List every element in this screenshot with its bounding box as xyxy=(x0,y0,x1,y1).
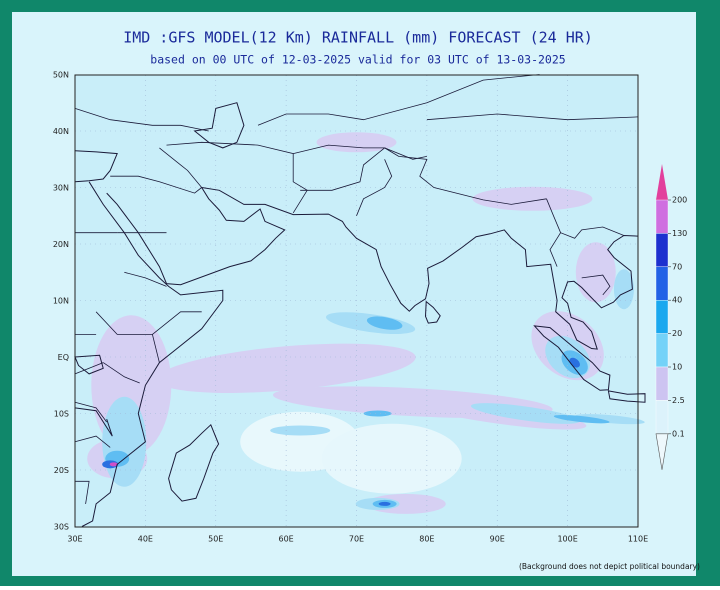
colorbar-label: 2.5 xyxy=(672,396,685,405)
boundary xyxy=(74,108,209,132)
rain-area xyxy=(321,423,462,494)
colorbar-segment xyxy=(655,266,669,301)
colorbar-label: 10 xyxy=(672,363,682,372)
longitude-label: 40E xyxy=(138,535,153,544)
footnote: (Background does not depict political bo… xyxy=(519,562,700,571)
map-border xyxy=(74,74,639,528)
coastline xyxy=(74,354,104,375)
map-area xyxy=(74,74,646,527)
boundary xyxy=(152,311,202,335)
boundary xyxy=(102,362,140,384)
latitude-label: 50N xyxy=(53,71,69,80)
boundary xyxy=(74,401,108,423)
latitude-label: 30N xyxy=(53,184,69,193)
longitude-label: 60E xyxy=(279,535,294,544)
boundary xyxy=(426,113,639,121)
colorbar-label: 0.1 xyxy=(672,429,685,438)
boundary xyxy=(257,74,540,126)
latitude-label: 10S xyxy=(54,410,69,419)
colorbar-label: 70 xyxy=(672,262,682,271)
colorbar-segment xyxy=(655,300,669,334)
boundary xyxy=(74,435,111,448)
colorbar-segment xyxy=(655,199,669,234)
rain-area xyxy=(366,316,403,330)
rain-area xyxy=(574,414,645,425)
coastline xyxy=(74,150,118,183)
coastline xyxy=(193,102,245,149)
colorbar-segment xyxy=(655,400,669,434)
colorbar-segment xyxy=(655,366,669,401)
rain-area xyxy=(378,501,391,506)
colorbar-label: 40 xyxy=(672,296,682,305)
longitude-label: 30E xyxy=(67,535,82,544)
longitude-label: 50E xyxy=(208,535,223,544)
boundary xyxy=(384,147,427,160)
rain-area xyxy=(156,343,416,393)
boundary xyxy=(581,274,611,296)
colorbar-bottom xyxy=(655,433,669,470)
colorbar-segment xyxy=(655,233,669,267)
longitude-label: 100E xyxy=(557,535,577,544)
latitude-label: EQ xyxy=(58,353,69,362)
latitude-label: 40N xyxy=(53,127,69,136)
latitude-label: 30S xyxy=(54,523,69,532)
rain-area xyxy=(109,462,118,467)
colorbar-segment xyxy=(655,333,669,368)
rain-area xyxy=(472,186,593,211)
latitude-label: 20S xyxy=(54,466,69,475)
boundary xyxy=(75,480,90,504)
rain-area xyxy=(553,414,610,424)
boundary xyxy=(74,362,104,375)
rain-area xyxy=(316,132,397,153)
coastline xyxy=(424,300,441,324)
boundary xyxy=(546,198,625,239)
coastline xyxy=(168,423,220,502)
subtitle: based on 00 UTC of 12-03-2025 valid for … xyxy=(150,53,565,67)
coastline xyxy=(74,407,113,437)
boundary xyxy=(110,175,202,194)
rain-area xyxy=(575,242,616,303)
coastline xyxy=(533,325,611,391)
colorbar-label: 130 xyxy=(672,229,687,238)
boundary xyxy=(384,147,547,205)
boundary xyxy=(356,159,393,216)
rain-area xyxy=(613,269,634,310)
colorbar-label: 20 xyxy=(672,329,682,338)
rain-area xyxy=(102,396,147,487)
boundary xyxy=(95,311,160,363)
longitude-label: 80E xyxy=(419,535,434,544)
longitude-label: 70E xyxy=(349,535,364,544)
rain-area xyxy=(270,425,331,436)
boundary xyxy=(124,271,167,287)
coastline xyxy=(106,187,286,286)
rain-area xyxy=(363,410,392,417)
title: IMD :GFS MODEL(12 Km) RAINFALL (mm) FORE… xyxy=(123,29,593,47)
colorbar-label: 200 xyxy=(672,196,687,205)
longitude-label: 90E xyxy=(490,535,505,544)
coastline xyxy=(607,390,646,403)
latitude-label: 20N xyxy=(53,240,69,249)
boundary xyxy=(293,144,386,191)
latitude-label: 10N xyxy=(53,297,69,306)
boundary xyxy=(159,147,203,188)
coastline xyxy=(81,181,224,527)
longitude-label: 110E xyxy=(628,535,648,544)
colorbar-top xyxy=(656,164,668,200)
coastline xyxy=(201,187,639,350)
boundary xyxy=(549,232,561,267)
